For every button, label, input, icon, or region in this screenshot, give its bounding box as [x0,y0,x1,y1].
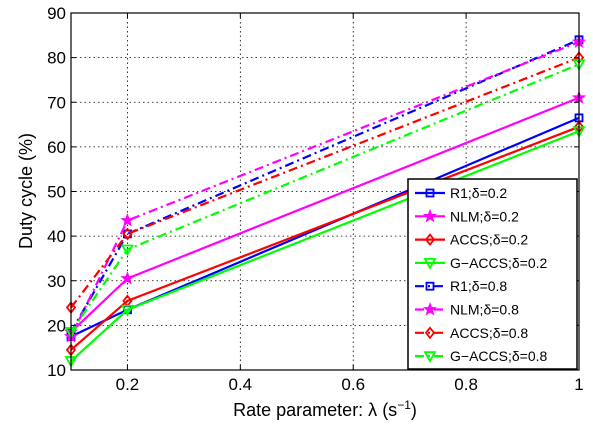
x-axis-label-main: Rate parameter: λ (s [233,400,397,420]
series-line [70,40,580,338]
x-axis-label-exponent: −1 [397,398,411,412]
x-tick-label: 0.6 [341,375,365,394]
y-tick-label: 10 [47,361,66,380]
legend-item: G−ACCS;δ=0.2 [415,255,547,271]
legend-label: G−ACCS;δ=0.8 [450,348,547,364]
legend-marker [424,326,436,340]
legend-label: R1;δ=0.2 [450,185,507,201]
legend-marker [425,188,435,198]
data-point [120,271,135,285]
x-tick-label: 0.2 [116,375,140,394]
y-tick-label: 70 [47,93,66,112]
series-line [70,38,580,333]
legend-label: NLM;δ=0.2 [450,208,519,224]
legend-item: NLM;δ=0.2 [415,208,519,224]
x-axis-label: Rate parameter: λ (s−1) [233,398,417,420]
y-tick-label: 60 [47,138,66,157]
axis-ticks: 0.2 0.4 0.6 0.8 1 10 20 30 40 50 60 70 80 90 [47,4,584,394]
y-axis-label: Duty cycle (%) [16,133,36,249]
legend-item: R1;δ=0.2 [415,185,507,201]
legend-marker [422,302,438,316]
legend-marker [424,233,436,247]
y-tick-label: 90 [47,4,66,23]
legend-label: ACCS;δ=0.2 [450,232,528,248]
legend-label: ACCS;δ=0.8 [450,325,528,341]
x-axis-label-suffix: ) [411,400,417,420]
data-point [122,227,133,241]
data-point [120,213,135,227]
legend-item: R1;δ=0.8 [415,278,507,294]
y-tick-label: 30 [47,272,66,291]
legend-item: NLM;δ=0.8 [415,302,519,318]
legend: R1;δ=0.2 NLM;δ=0.2 ACCS;δ=0.2 G−ACCS;δ=0.2 R… [407,178,578,370]
x-tick-label: 1 [574,375,583,394]
data-point [120,304,134,317]
series-line [70,63,580,333]
legend-marker [423,257,437,270]
y-tick-label: 80 [47,49,66,68]
legend-item: ACCS;δ=0.2 [415,232,528,248]
legend-item: ACCS;δ=0.8 [415,325,528,341]
y-tick-label: 20 [47,316,66,335]
legend-marker [425,281,435,291]
data-point [120,244,134,257]
legend-label: G−ACCS;δ=0.2 [450,255,547,271]
legend-item: G−ACCS;δ=0.8 [415,348,547,364]
legend-marker [422,208,438,223]
y-tick-label: 50 [47,183,66,202]
y-tick-label: 40 [47,227,66,246]
legend-label: R1;δ=0.8 [450,278,507,294]
legend-marker [423,351,437,363]
x-tick-label: 0.4 [229,375,253,394]
x-tick-label: 0.8 [454,375,478,394]
legend-label: NLM;δ=0.8 [450,302,519,318]
legend-box [407,178,578,370]
